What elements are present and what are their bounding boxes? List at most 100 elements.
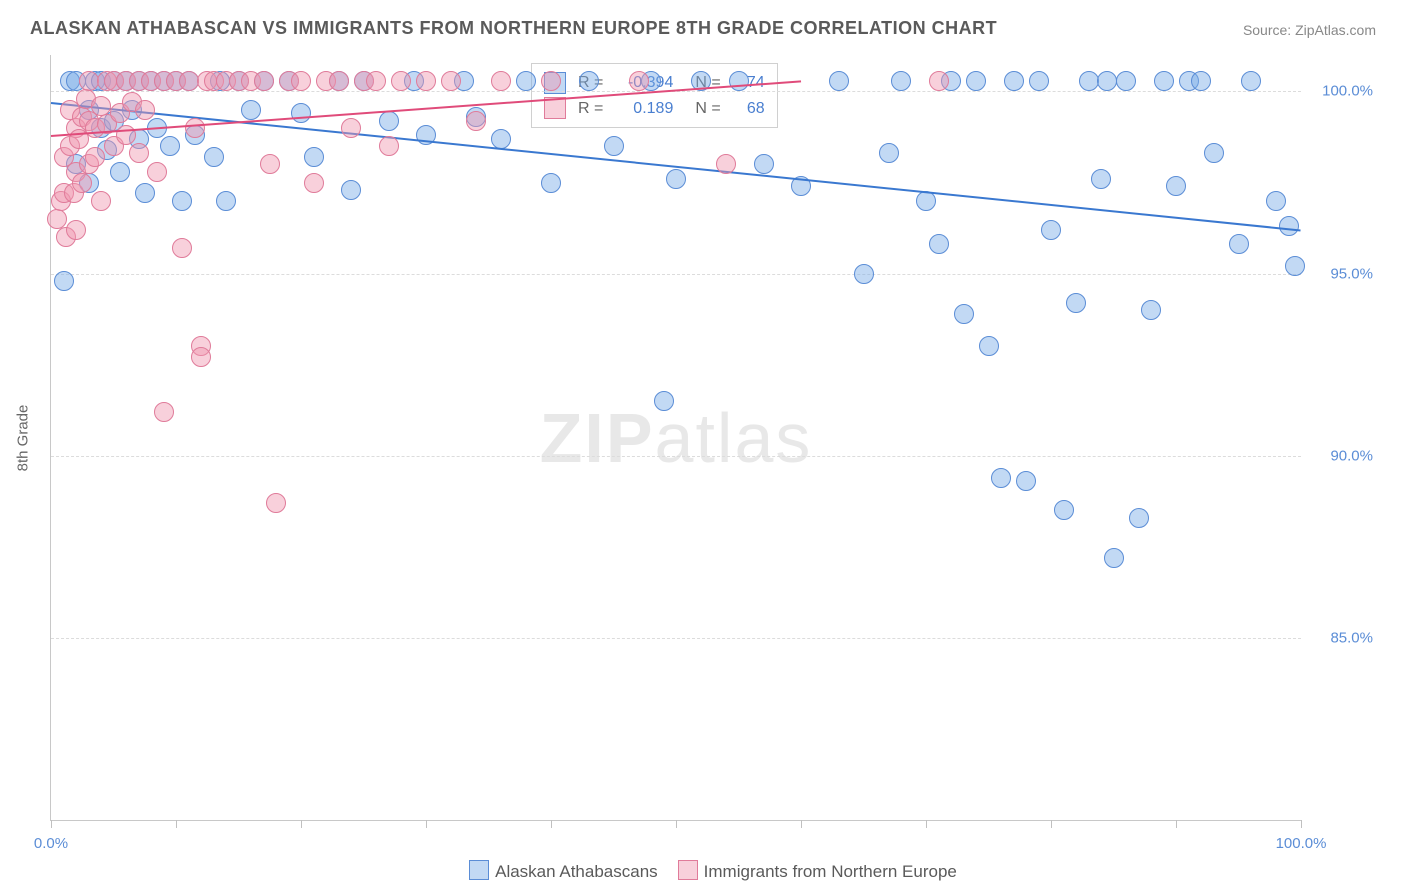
data-point — [416, 71, 436, 91]
x-tick — [1301, 820, 1302, 828]
data-point — [929, 71, 949, 91]
data-point — [729, 71, 749, 91]
y-axis-label: 8th Grade — [15, 404, 32, 471]
scatter-plot: 8th Grade ZIPatlas R =-0.394N =74R =0.18… — [50, 55, 1301, 821]
data-point — [129, 143, 149, 163]
x-tick — [551, 820, 552, 828]
data-point — [954, 304, 974, 324]
data-point — [54, 271, 74, 291]
x-tick — [801, 820, 802, 828]
legend-label: Immigrants from Northern Europe — [704, 862, 957, 881]
data-point — [879, 143, 899, 163]
gridline — [51, 274, 1301, 275]
x-tick — [1176, 820, 1177, 828]
data-point — [204, 147, 224, 167]
data-point — [72, 173, 92, 193]
data-point — [291, 103, 311, 123]
gridline — [51, 91, 1301, 92]
data-point — [172, 191, 192, 211]
x-tick — [301, 820, 302, 828]
data-point — [329, 71, 349, 91]
data-point — [491, 129, 511, 149]
data-point — [185, 118, 205, 138]
data-point — [1141, 300, 1161, 320]
x-tick — [426, 820, 427, 828]
legend-swatch — [469, 860, 489, 880]
data-point — [160, 136, 180, 156]
data-point — [604, 136, 624, 156]
data-point — [366, 71, 386, 91]
x-tick-label: 100.0% — [1276, 835, 1327, 852]
data-point — [191, 347, 211, 367]
chart-title: ALASKAN ATHABASCAN VS IMMIGRANTS FROM NO… — [30, 18, 997, 39]
data-point — [579, 71, 599, 91]
data-point — [66, 220, 86, 240]
data-point — [441, 71, 461, 91]
data-point — [91, 96, 111, 116]
data-point — [991, 468, 1011, 488]
x-tick — [1051, 820, 1052, 828]
data-point — [1116, 71, 1136, 91]
watermark: ZIPatlas — [540, 398, 813, 478]
data-point — [1241, 71, 1261, 91]
data-point — [516, 71, 536, 91]
data-point — [266, 493, 286, 513]
data-point — [254, 71, 274, 91]
data-point — [1129, 508, 1149, 528]
data-point — [341, 118, 361, 138]
x-tick — [51, 820, 52, 828]
data-point — [47, 209, 67, 229]
data-point — [391, 71, 411, 91]
legend-label: Alaskan Athabascans — [495, 862, 658, 881]
data-point — [891, 71, 911, 91]
gridline — [51, 456, 1301, 457]
data-point — [135, 100, 155, 120]
y-tick-label: 90.0% — [1330, 447, 1373, 464]
data-point — [1204, 143, 1224, 163]
data-point — [1229, 234, 1249, 254]
data-point — [1029, 71, 1049, 91]
data-point — [1097, 71, 1117, 91]
data-point — [1066, 293, 1086, 313]
data-point — [966, 71, 986, 91]
data-point — [1016, 471, 1036, 491]
data-point — [241, 100, 261, 120]
y-tick-label: 85.0% — [1330, 629, 1373, 646]
data-point — [1285, 256, 1305, 276]
data-point — [754, 154, 774, 174]
data-point — [541, 173, 561, 193]
data-point — [379, 136, 399, 156]
y-tick-label: 95.0% — [1330, 265, 1373, 282]
data-point — [1191, 71, 1211, 91]
data-point — [1041, 220, 1061, 240]
data-point — [829, 71, 849, 91]
source-label: Source: ZipAtlas.com — [1243, 22, 1376, 38]
data-point — [85, 147, 105, 167]
data-point — [304, 147, 324, 167]
series-legend: Alaskan Athabascans Immigrants from North… — [0, 860, 1406, 882]
data-point — [79, 71, 99, 91]
data-point — [541, 71, 561, 91]
x-tick — [926, 820, 927, 828]
data-point — [1079, 71, 1099, 91]
data-point — [260, 154, 280, 174]
x-tick — [176, 820, 177, 828]
data-point — [854, 264, 874, 284]
data-point — [929, 234, 949, 254]
data-point — [1091, 169, 1111, 189]
data-point — [1004, 71, 1024, 91]
data-point — [135, 183, 155, 203]
data-point — [491, 71, 511, 91]
data-point — [216, 191, 236, 211]
data-point — [304, 173, 324, 193]
data-point — [179, 71, 199, 91]
data-point — [1166, 176, 1186, 196]
x-tick — [676, 820, 677, 828]
y-tick-label: 100.0% — [1322, 83, 1373, 100]
gridline — [51, 638, 1301, 639]
stats-legend-row: R =0.189N =68 — [544, 96, 765, 122]
data-point — [110, 162, 130, 182]
data-point — [1104, 548, 1124, 568]
data-point — [466, 111, 486, 131]
data-point — [1266, 191, 1286, 211]
